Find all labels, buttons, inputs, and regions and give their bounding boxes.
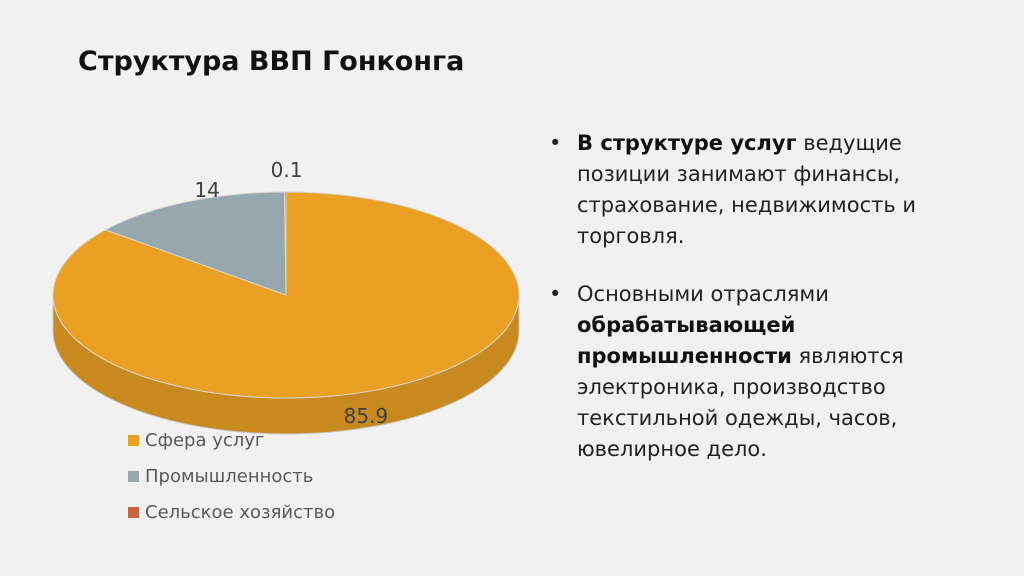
bullet-marker: • <box>549 282 562 306</box>
bullet-manufacturing-bold: обрабатывающей промышленности <box>577 313 796 368</box>
bullet-services-bold: В структуре услуг <box>577 131 797 155</box>
legend-label-industry: Промышленность <box>145 465 314 487</box>
bullet-list: • В структуре услуг ведущие позиции заним… <box>549 128 969 465</box>
legend-item-agriculture: Сельское хозяйство <box>128 494 335 530</box>
bullet-marker: • <box>549 131 562 155</box>
chart-legend: Сфера услуг Промышленность Сельское хозя… <box>128 422 335 530</box>
legend-swatch-industry <box>128 470 139 482</box>
legend-item-industry: Промышленность <box>128 458 335 494</box>
bullet-manufacturing: • Основными отраслями обрабатывающей пром… <box>549 279 969 465</box>
bullet-manufacturing-text: являются электроника, производство текст… <box>577 344 904 461</box>
bullet-services-text: ведущие позиции занимают финансы, страхо… <box>577 131 917 248</box>
slide-title: Структура ВВП Гонконга <box>78 46 465 77</box>
data-label-services: 85.9 <box>344 404 389 428</box>
pie-chart: 85.9 14 0.1 <box>52 158 520 435</box>
pie-slice-industry <box>104 191 287 296</box>
legend-label-agriculture: Сельское хозяйство <box>145 501 336 523</box>
legend-swatch-agriculture <box>128 506 139 518</box>
legend-swatch-services <box>128 434 139 446</box>
data-label-agriculture: 0.1 <box>271 158 303 182</box>
bullet-manufacturing-pre: Основными отраслями <box>577 282 829 306</box>
legend-label-services: Сфера услуг <box>145 429 265 451</box>
pie-slice-agriculture <box>284 191 287 296</box>
legend-item-services: Сфера услуг <box>128 422 335 458</box>
data-label-industry: 14 <box>194 178 219 202</box>
bullet-services: • В структуре услуг ведущие позиции заним… <box>549 128 969 252</box>
